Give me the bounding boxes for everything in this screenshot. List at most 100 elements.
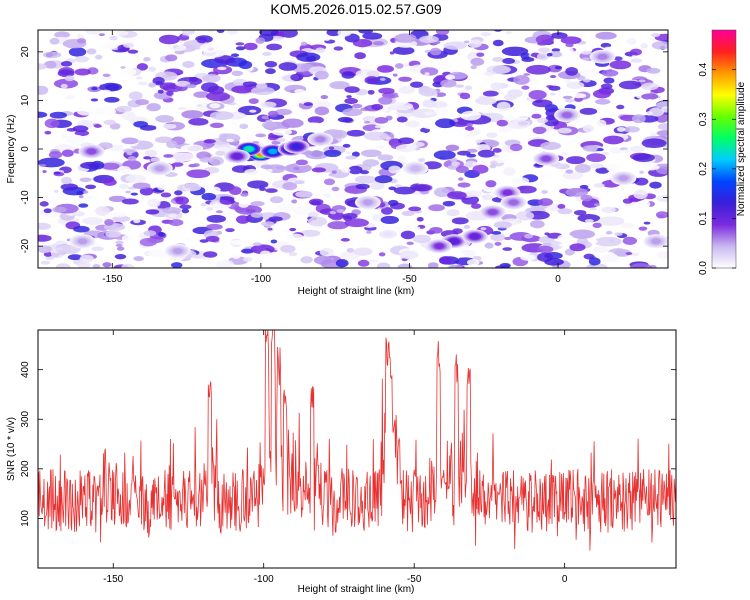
spectrogram-cell [136, 63, 149, 71]
spectrogram-cell [74, 68, 91, 76]
spectrogram-cell [458, 177, 464, 181]
spectrogram-cell [536, 245, 554, 254]
spectrogram-cell [100, 89, 112, 96]
spectrogram-cell [83, 190, 89, 194]
spectrogram-cell [79, 177, 92, 183]
spectrogram-cell [538, 47, 551, 53]
spectrogram-cell [84, 198, 91, 202]
spectrogram-cell [79, 254, 94, 263]
spectrogram-hotspot [618, 175, 629, 181]
colorbar-ticks: 0.0 0.1 0.2 0.3 0.4 [698, 62, 736, 275]
spectrogram-cell [359, 170, 370, 175]
spectrogram-cell [123, 148, 137, 154]
spectrogram-cell [202, 73, 221, 83]
spectrogram-cell [103, 178, 117, 186]
spectrogram-cell [102, 73, 111, 77]
spectrogram-cell [165, 54, 178, 62]
spectrogram-hotspot [651, 238, 661, 245]
spectrogram-cell [133, 218, 141, 224]
spectrogram-cell [577, 214, 601, 223]
spectrogram-cell [331, 170, 337, 174]
spectrogram-cell [595, 98, 611, 105]
spectrogram-cell [182, 30, 195, 35]
spectrogram-cell [182, 183, 202, 192]
spectrogram-cell [435, 74, 448, 82]
colorbar-tick-label: 0.1 [698, 211, 709, 225]
spectrogram-cell [328, 146, 335, 150]
spectrogram-cell [376, 262, 391, 268]
spectrogram-cell [391, 102, 414, 111]
spectrogram-cell [166, 140, 178, 149]
spectrogram-cell [72, 211, 85, 217]
spectrogram-cell [625, 203, 634, 207]
spectrogram-cell [586, 153, 606, 163]
spectrogram-cell [494, 241, 502, 246]
spectrogram-cell [188, 118, 209, 126]
spectrogram-cell [60, 83, 68, 89]
spectrogram-cell [336, 209, 345, 213]
spectrogram-cell [477, 149, 495, 158]
spectrogram-cell [551, 48, 561, 52]
spectrogram-cell [283, 230, 291, 234]
spectrogram-cell [44, 118, 60, 129]
spectrogram-cell [579, 68, 600, 78]
spectrogram-cell [261, 221, 275, 227]
spectrogram-cell [111, 173, 122, 178]
spectrogram-cell [559, 46, 574, 55]
spectrogram-cell [135, 99, 150, 106]
spectrogram-cell [601, 69, 619, 77]
spectrogram-cell [180, 144, 204, 153]
spectrogram-cell [582, 145, 599, 152]
spectrogram-cell [435, 118, 456, 129]
spectrogram-cell [467, 258, 480, 266]
spectrogram-cell [95, 206, 110, 216]
spectrogram-cell [169, 44, 187, 52]
spectrogram-cell [148, 249, 167, 258]
spectrogram-cell [218, 127, 228, 132]
spectrogram-cell [57, 69, 75, 78]
spectrogram-cell [205, 235, 220, 242]
spectrogram-cell [326, 156, 338, 164]
spectrogram-cell [520, 157, 534, 163]
spectrogram-cell [565, 169, 574, 174]
spectrogram-cell [315, 47, 326, 54]
spectrogram-cell [515, 211, 535, 221]
spectrogram-cell [121, 198, 139, 205]
spectrogram-cell [121, 263, 135, 268]
spectrogram-cell [60, 61, 73, 67]
spectrogram-cell [52, 206, 67, 213]
spectrogram-cell [76, 261, 91, 268]
spectrogram-cell [143, 230, 157, 237]
spectrogram-cell [60, 176, 73, 185]
spectrogram-cell [646, 67, 661, 74]
snr-ticks: -150 -100 -50 0 100 200 300 400 [20, 330, 676, 585]
spectrogram-cell [49, 111, 68, 119]
spectrogram-cell [357, 259, 370, 267]
spectrogram-cell [622, 236, 637, 245]
spectrogram-cell [489, 164, 497, 169]
spectrogram-cell [244, 168, 259, 175]
spectrogram-hotspot [244, 146, 254, 152]
spectrogram-cell [174, 158, 186, 163]
spectrogram-hotspot [470, 233, 480, 240]
spectrogram-cell [525, 64, 551, 75]
spectrogram-cell [424, 111, 435, 116]
spectrogram-cell [43, 208, 52, 214]
spectrogram-hotspot [155, 165, 165, 172]
spectrogram-cell [305, 150, 329, 160]
spectrogram-cell [294, 180, 305, 185]
spectrogram-cell [225, 228, 235, 233]
spectrogram-cell [323, 149, 342, 158]
x-tick-label: -150 [102, 274, 122, 285]
spectrogram-cell [589, 207, 597, 211]
spectrogram-cell [565, 66, 579, 76]
spectrogram-cell [569, 243, 586, 252]
spectrogram-cell [271, 140, 281, 145]
spectrogram-cell [286, 233, 304, 241]
spectrogram-cell [392, 46, 415, 55]
spectrogram-cell [475, 139, 483, 143]
spectrogram-cell [403, 63, 411, 68]
x-tick-label: -150 [103, 574, 123, 585]
spectrogram-cell [181, 102, 196, 109]
spectrogram-cell [608, 239, 615, 243]
